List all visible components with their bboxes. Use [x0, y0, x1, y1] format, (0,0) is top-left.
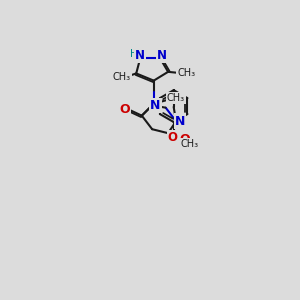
Text: O: O [168, 131, 178, 145]
Text: N: N [157, 49, 167, 62]
Text: O: O [119, 103, 130, 116]
Text: CH₃: CH₃ [181, 139, 199, 148]
Text: CH₃: CH₃ [113, 72, 131, 82]
Text: N: N [150, 99, 161, 112]
Text: N: N [175, 115, 185, 128]
Text: CH₃: CH₃ [167, 93, 185, 103]
Text: O: O [179, 133, 190, 146]
Text: H: H [130, 49, 138, 58]
Text: N: N [135, 49, 145, 62]
Text: CH₃: CH₃ [177, 68, 196, 78]
